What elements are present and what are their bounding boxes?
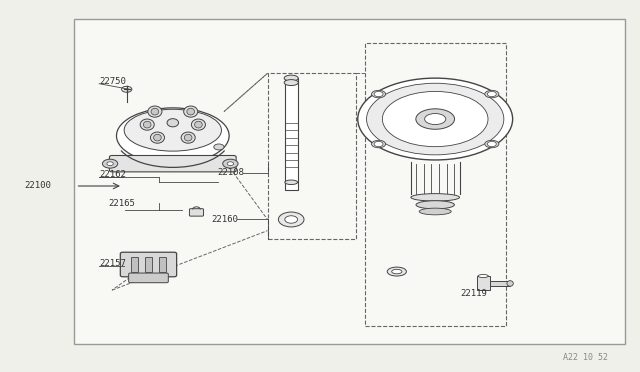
Text: 22100: 22100	[24, 182, 51, 190]
FancyBboxPatch shape	[109, 155, 236, 172]
Ellipse shape	[411, 193, 460, 201]
Ellipse shape	[184, 106, 198, 117]
Circle shape	[487, 92, 496, 97]
Ellipse shape	[387, 267, 406, 276]
Ellipse shape	[116, 108, 229, 164]
Bar	[145, 257, 152, 272]
Bar	[74, 19, 625, 344]
Bar	[268, 73, 356, 239]
Ellipse shape	[184, 134, 192, 141]
FancyBboxPatch shape	[189, 209, 204, 216]
Ellipse shape	[124, 109, 221, 151]
Ellipse shape	[140, 119, 154, 130]
Ellipse shape	[187, 108, 195, 115]
Bar	[131, 257, 138, 272]
Ellipse shape	[392, 269, 402, 274]
Ellipse shape	[151, 108, 159, 115]
Text: 22108: 22108	[218, 169, 244, 177]
Ellipse shape	[367, 83, 504, 155]
Ellipse shape	[478, 275, 488, 278]
Bar	[365, 43, 506, 326]
FancyBboxPatch shape	[120, 252, 177, 277]
Ellipse shape	[372, 140, 386, 148]
Circle shape	[102, 159, 118, 168]
Circle shape	[227, 162, 234, 166]
Text: 22165: 22165	[109, 199, 136, 208]
Ellipse shape	[143, 121, 151, 128]
Ellipse shape	[284, 75, 298, 81]
Text: 22160: 22160	[211, 215, 238, 224]
Text: 22162: 22162	[99, 170, 126, 179]
Bar	[285, 78, 298, 190]
Ellipse shape	[484, 140, 499, 148]
Ellipse shape	[191, 119, 205, 130]
Ellipse shape	[358, 78, 513, 160]
Text: 22750: 22750	[99, 77, 126, 86]
Text: 22119: 22119	[461, 289, 488, 298]
Text: A22 10 52: A22 10 52	[563, 353, 608, 362]
Ellipse shape	[284, 80, 298, 86]
Ellipse shape	[419, 208, 451, 215]
Circle shape	[278, 212, 304, 227]
Circle shape	[374, 92, 383, 97]
Text: 22157: 22157	[99, 259, 126, 268]
Circle shape	[122, 86, 132, 92]
Ellipse shape	[425, 113, 446, 125]
Ellipse shape	[154, 134, 161, 141]
Bar	[490, 281, 510, 286]
Ellipse shape	[416, 201, 454, 209]
Circle shape	[107, 162, 113, 166]
Ellipse shape	[148, 106, 162, 117]
Ellipse shape	[416, 109, 454, 129]
Ellipse shape	[195, 121, 202, 128]
Bar	[159, 257, 166, 272]
Bar	[477, 276, 490, 290]
Circle shape	[214, 144, 224, 150]
Ellipse shape	[383, 92, 488, 147]
Ellipse shape	[285, 180, 298, 185]
Ellipse shape	[167, 119, 179, 127]
Ellipse shape	[484, 90, 499, 98]
Circle shape	[223, 159, 238, 168]
Circle shape	[487, 141, 496, 147]
Ellipse shape	[507, 280, 513, 286]
Ellipse shape	[372, 90, 386, 98]
Ellipse shape	[181, 132, 195, 143]
Circle shape	[374, 141, 383, 147]
Circle shape	[285, 216, 298, 223]
FancyBboxPatch shape	[129, 273, 168, 283]
Ellipse shape	[150, 132, 164, 143]
